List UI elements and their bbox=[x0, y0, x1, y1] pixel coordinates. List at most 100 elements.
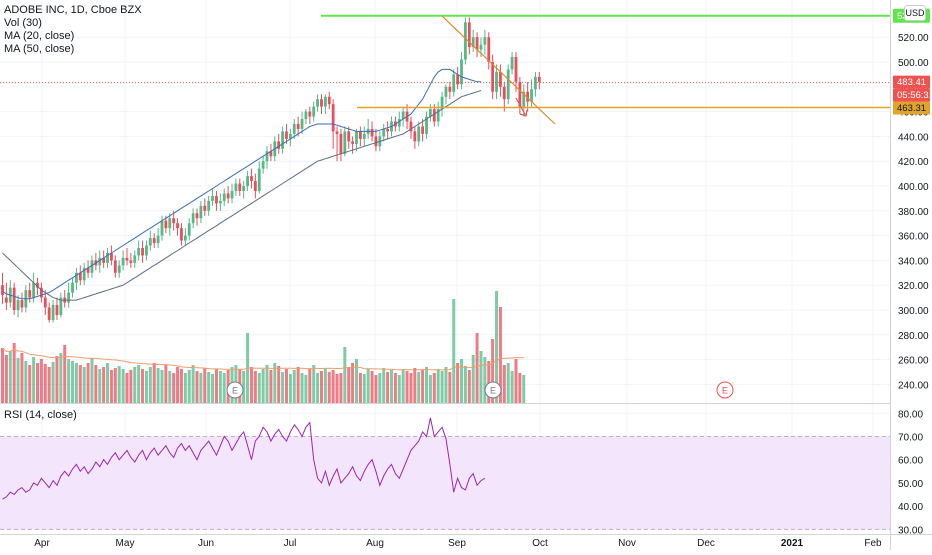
ma50-legend[interactable]: MA (50, close) bbox=[4, 43, 75, 55]
candle-body bbox=[475, 37, 479, 50]
candle-body bbox=[211, 195, 214, 201]
volume-bar bbox=[12, 343, 16, 403]
volume-bar bbox=[129, 370, 133, 403]
rsi-tick-label: 80.00 bbox=[898, 409, 923, 420]
candle bbox=[502, 81, 506, 112]
candle-body bbox=[121, 257, 125, 266]
rsi-tick-label: 60.00 bbox=[898, 456, 923, 467]
time-tick-label: Nov bbox=[618, 538, 636, 549]
candle-body bbox=[16, 300, 20, 310]
candle bbox=[285, 124, 288, 144]
volume-bar bbox=[382, 368, 386, 403]
candle-body bbox=[207, 200, 211, 211]
candle-body bbox=[479, 44, 483, 50]
candle-body bbox=[187, 223, 191, 236]
candle bbox=[495, 64, 498, 100]
volume-bar bbox=[74, 363, 78, 403]
candle bbox=[16, 295, 20, 318]
volume-bar bbox=[281, 372, 285, 403]
volume-bar bbox=[296, 367, 300, 403]
candle bbox=[133, 250, 137, 268]
candle bbox=[218, 193, 222, 211]
volume-bar bbox=[421, 370, 425, 403]
candle-body bbox=[327, 96, 331, 105]
volume-bar bbox=[401, 369, 405, 403]
volume-bar bbox=[67, 359, 71, 403]
volume-bar bbox=[51, 362, 55, 403]
time-tick-label: May bbox=[116, 538, 135, 549]
volume-bar bbox=[456, 363, 460, 403]
candle-body bbox=[281, 131, 284, 149]
volume-bar bbox=[498, 307, 502, 403]
candle bbox=[386, 121, 390, 139]
candle-body bbox=[4, 297, 8, 303]
volume-bar bbox=[261, 369, 265, 403]
time-tick-label: Aug bbox=[366, 538, 384, 549]
symbol-title[interactable]: ADOBE INC, 1D, Cboe BZX bbox=[4, 4, 142, 16]
volume-bar bbox=[327, 372, 331, 403]
rsi-legend[interactable]: RSI (14, close) bbox=[4, 409, 77, 421]
volume-legend[interactable]: Vol (30) bbox=[4, 17, 42, 29]
candle-body bbox=[397, 119, 401, 127]
candle-body bbox=[261, 161, 265, 169]
volume-bar bbox=[471, 355, 475, 403]
countdown-badge-bg bbox=[893, 88, 930, 102]
candle bbox=[187, 218, 191, 241]
earnings-label: E bbox=[722, 386, 728, 396]
volume-bar bbox=[71, 361, 75, 403]
candle bbox=[168, 213, 172, 236]
price-tick-label: 420.00 bbox=[898, 157, 929, 168]
candle bbox=[129, 252, 133, 268]
candle bbox=[253, 173, 257, 199]
candle-body bbox=[495, 71, 498, 92]
candle bbox=[312, 101, 316, 122]
candle bbox=[460, 52, 463, 90]
candle bbox=[277, 133, 281, 154]
volume-bar bbox=[214, 369, 218, 403]
candle-body bbox=[370, 128, 374, 137]
candle bbox=[51, 300, 55, 323]
candle-body bbox=[20, 300, 24, 308]
candle bbox=[94, 252, 98, 271]
candle-body bbox=[374, 136, 378, 147]
price-tick-label: 280.00 bbox=[898, 331, 929, 342]
candle bbox=[98, 250, 102, 273]
candle-body bbox=[253, 181, 257, 191]
candle-body bbox=[436, 109, 440, 122]
time-axis[interactable]: Apr May Jun Jul Aug Sep Oct Nov Dec 2021 Feb bbox=[34, 538, 882, 549]
volume-bar bbox=[117, 366, 121, 403]
candle bbox=[436, 101, 440, 127]
currency-badge[interactable]: USD bbox=[904, 5, 926, 21]
volume-bar bbox=[222, 373, 226, 403]
candle-body bbox=[215, 195, 218, 204]
candle bbox=[250, 168, 253, 189]
candle bbox=[203, 198, 207, 216]
volume-bar bbox=[428, 375, 432, 403]
candle-body bbox=[195, 213, 199, 219]
candle bbox=[265, 146, 269, 169]
candle bbox=[82, 262, 86, 286]
volume-bar bbox=[113, 368, 117, 403]
candle bbox=[417, 121, 421, 147]
earnings-marker: E bbox=[716, 381, 734, 399]
candle-body bbox=[75, 272, 78, 283]
ma20-legend[interactable]: MA (20, close) bbox=[4, 30, 75, 42]
volume-bar bbox=[417, 372, 421, 403]
candle-body bbox=[456, 74, 460, 85]
candle bbox=[374, 128, 378, 152]
candle bbox=[121, 250, 125, 271]
volume-bar bbox=[211, 374, 215, 403]
candle-body bbox=[32, 282, 36, 298]
candle bbox=[452, 69, 456, 97]
candle bbox=[475, 32, 479, 58]
volume-bar bbox=[148, 367, 152, 403]
candle-body bbox=[401, 111, 405, 120]
volume-bar bbox=[284, 369, 288, 403]
candle bbox=[506, 64, 510, 105]
candle bbox=[78, 265, 82, 286]
candle-body bbox=[90, 260, 94, 273]
candle bbox=[1, 272, 4, 304]
